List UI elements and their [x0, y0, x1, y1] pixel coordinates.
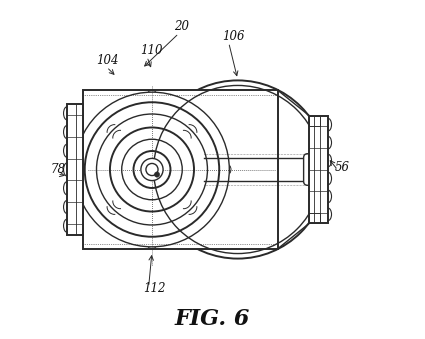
Text: 112: 112 [144, 282, 166, 295]
Bar [309, 116, 320, 126]
Circle shape [154, 172, 160, 177]
Text: 106: 106 [223, 30, 245, 43]
Bar [309, 213, 320, 223]
Text: 20: 20 [174, 20, 189, 33]
Bar [67, 104, 83, 235]
FancyBboxPatch shape [303, 154, 320, 185]
Text: 110: 110 [140, 43, 163, 57]
Circle shape [141, 158, 163, 181]
Text: 56: 56 [335, 161, 350, 174]
Text: FIG. 6: FIG. 6 [175, 308, 250, 330]
Bar [309, 116, 328, 223]
Bar [83, 91, 278, 248]
Ellipse shape [149, 80, 327, 259]
Text: 104: 104 [96, 54, 119, 66]
Text: 78: 78 [51, 163, 65, 176]
